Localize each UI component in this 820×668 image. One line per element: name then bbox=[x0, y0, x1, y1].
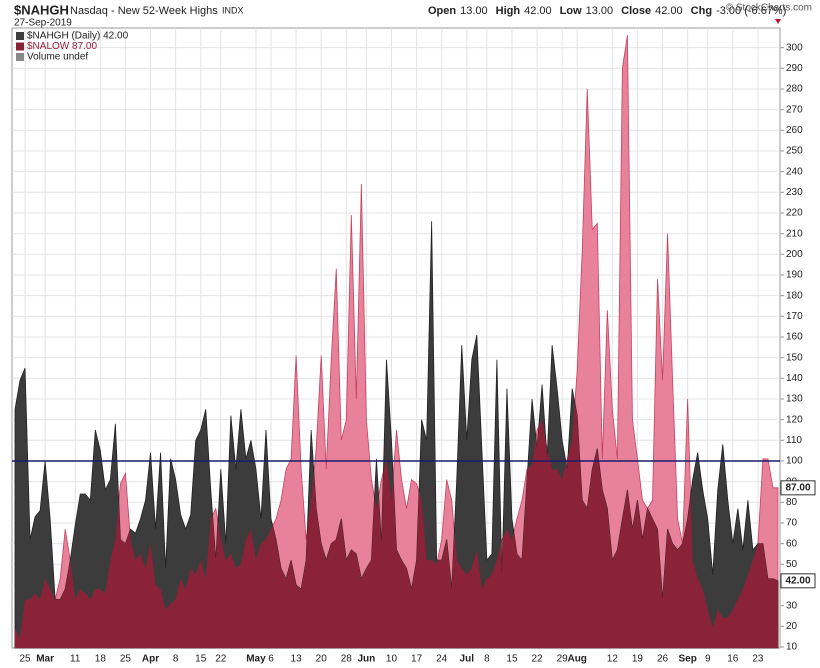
x-tick-label: 15 bbox=[195, 654, 207, 665]
x-tick-label: Apr bbox=[142, 654, 159, 665]
x-tick-label: 6 bbox=[268, 654, 274, 665]
legend-swatch bbox=[16, 53, 24, 61]
x-tick-label: 22 bbox=[531, 654, 543, 665]
legend-swatch bbox=[16, 42, 24, 51]
x-tick-label: Jun bbox=[357, 654, 375, 665]
date: 27-Sep-2019 bbox=[14, 18, 72, 29]
y-tick-label: 200 bbox=[786, 249, 803, 260]
quote-value: 13.00 bbox=[460, 5, 488, 17]
x-tick-label: 8 bbox=[173, 654, 179, 665]
y-tick-label: 140 bbox=[786, 373, 803, 384]
y-tick-label: 20 bbox=[786, 621, 798, 632]
y-tick-label: 50 bbox=[786, 559, 798, 570]
last-value-box bbox=[780, 573, 816, 589]
y-tick-label: 70 bbox=[786, 518, 798, 529]
y-tick-label: 60 bbox=[786, 538, 798, 549]
x-tick-label: 18 bbox=[95, 654, 107, 665]
x-tick-label: Sep bbox=[678, 654, 696, 665]
x-tick-label: 22 bbox=[215, 654, 227, 665]
legend-entry: $NALOW 87.00 bbox=[27, 41, 97, 52]
x-tick-label: Jul bbox=[460, 654, 475, 665]
x-tick-label: 24 bbox=[436, 654, 448, 665]
y-tick-label: 210 bbox=[786, 228, 803, 239]
y-tick-label: 250 bbox=[786, 146, 803, 157]
quote-label: Low bbox=[560, 5, 582, 17]
x-tick-label: 20 bbox=[316, 654, 328, 665]
marks: 87.00 42.00 bbox=[12, 35, 816, 649]
x-tick-label: 15 bbox=[506, 654, 518, 665]
y-tick-label: 150 bbox=[786, 352, 803, 363]
x-tick-label: 23 bbox=[752, 654, 764, 665]
y-tick-label: 120 bbox=[786, 414, 803, 425]
x-tick-label: 26 bbox=[657, 654, 669, 665]
y-tick-label: 180 bbox=[786, 290, 803, 301]
x-tick-label: 12 bbox=[607, 654, 619, 665]
quote-label: Open bbox=[428, 5, 456, 17]
y-tick-label: 190 bbox=[786, 270, 803, 281]
y-tick-label: 100 bbox=[786, 456, 803, 467]
quote-label: High bbox=[496, 5, 521, 17]
x-tick-label: Aug bbox=[567, 654, 586, 665]
exchange: INDX bbox=[222, 5, 244, 15]
last-value-label: 87.00 bbox=[785, 482, 810, 493]
y-tick-label: 220 bbox=[786, 208, 803, 219]
quote-value: 13.00 bbox=[586, 5, 614, 17]
y-tick-label: 240 bbox=[786, 166, 803, 177]
x-tick-label: 10 bbox=[386, 654, 398, 665]
y-tick-label: 80 bbox=[786, 497, 798, 508]
x-tick-label: 16 bbox=[727, 654, 739, 665]
symbol: $NAHGH bbox=[14, 2, 69, 17]
quote-label: Close bbox=[621, 5, 651, 17]
y-tick-label: 280 bbox=[786, 84, 803, 95]
legend-entry: $NAHGH (Daily) 42.00 bbox=[27, 31, 129, 42]
y-tick-label: 160 bbox=[786, 332, 803, 343]
y-tick-label: 260 bbox=[786, 125, 803, 136]
y-tick-label: 30 bbox=[786, 600, 798, 611]
x-tick-label: 8 bbox=[484, 654, 490, 665]
x-tick-label: 25 bbox=[120, 654, 132, 665]
source: © StockCharts.com bbox=[726, 3, 812, 14]
y-tick-label: 230 bbox=[786, 187, 803, 198]
y-tick-label: 300 bbox=[786, 42, 803, 53]
x-tick-label: 25 bbox=[19, 654, 31, 665]
y-tick-label: 270 bbox=[786, 104, 803, 115]
legend-entry: Volume undef bbox=[27, 52, 88, 63]
y-tick-label: 290 bbox=[786, 63, 803, 74]
x-tick-label: 17 bbox=[411, 654, 423, 665]
y-tick-label: 130 bbox=[786, 394, 803, 405]
x-tick-label: 9 bbox=[705, 654, 711, 665]
x-tick-label: 19 bbox=[632, 654, 644, 665]
y-tick-label: 10 bbox=[786, 642, 798, 653]
quote-label: Chg bbox=[691, 5, 712, 17]
x-tick-label: 28 bbox=[341, 654, 353, 665]
quote-value: -3.00 (-6.67%) bbox=[716, 5, 786, 17]
x-tick-label: 13 bbox=[291, 654, 303, 665]
y-tick-label: 110 bbox=[786, 435, 802, 446]
last-value-box bbox=[780, 480, 816, 496]
x-tick-label: 29 bbox=[557, 654, 569, 665]
down-arrow bbox=[775, 19, 781, 24]
security-name: Nasdaq - New 52-Week Highs bbox=[70, 5, 218, 17]
y-tick-label: 170 bbox=[786, 311, 803, 322]
quote-value: 42.00 bbox=[655, 5, 683, 17]
legend-swatch bbox=[16, 32, 24, 40]
x-tick-label: 11 bbox=[70, 654, 81, 665]
last-value-label: 42.00 bbox=[785, 575, 810, 586]
x-tick-label: May bbox=[246, 654, 266, 665]
x-tick-label: Mar bbox=[36, 654, 54, 665]
quote-value: 42.00 bbox=[524, 5, 552, 17]
quote: Open 13.00 High 42.00 Low 13.00 Close 42.00 Chg -… bbox=[428, 5, 786, 17]
